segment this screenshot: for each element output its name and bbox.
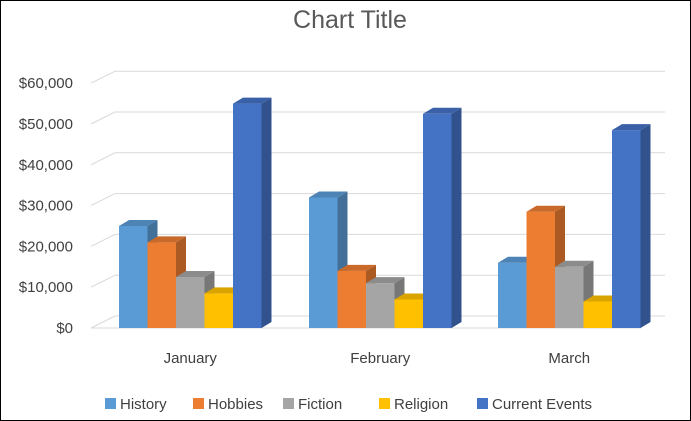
legend-label: Hobbies bbox=[208, 396, 263, 413]
y-tick-label: $20,000 bbox=[19, 238, 73, 255]
bar-front bbox=[555, 266, 584, 328]
y-tick-label: $0 bbox=[56, 320, 73, 337]
bar-front bbox=[498, 262, 527, 328]
y-tick-label: $50,000 bbox=[19, 116, 73, 133]
bar-front bbox=[119, 226, 148, 328]
legend-swatch bbox=[477, 398, 488, 409]
gridline bbox=[90, 233, 665, 247]
bar-top bbox=[423, 107, 462, 114]
bar-top bbox=[147, 236, 186, 243]
bar-front bbox=[309, 197, 338, 328]
gridline bbox=[90, 193, 665, 207]
bar-front bbox=[147, 242, 176, 328]
bar-front bbox=[233, 103, 262, 328]
legend-swatch bbox=[379, 398, 390, 409]
bar-front bbox=[176, 277, 205, 328]
chart-title: Chart Title bbox=[293, 6, 407, 34]
bar-front bbox=[204, 293, 233, 328]
x-category-label: January bbox=[164, 350, 218, 367]
legend-swatch bbox=[105, 398, 116, 409]
legend-label: Current Events bbox=[492, 396, 592, 413]
bar-top bbox=[612, 124, 651, 131]
x-axis-categories: January February March bbox=[164, 350, 591, 367]
bar-front bbox=[583, 301, 612, 328]
bar-top bbox=[337, 264, 376, 271]
bar-top bbox=[309, 191, 348, 198]
y-tick-label: $10,000 bbox=[19, 279, 73, 296]
legend-label: Fiction bbox=[298, 396, 342, 413]
y-tick-label: $30,000 bbox=[19, 198, 73, 215]
legend: History Hobbies Fiction Religion Current Eve… bbox=[105, 396, 592, 413]
x-category-label: March bbox=[548, 350, 590, 367]
legend-item: History bbox=[105, 396, 167, 413]
y-tick-label: $40,000 bbox=[19, 157, 73, 174]
legend-label: Religion bbox=[394, 396, 448, 413]
bar-front bbox=[423, 113, 452, 328]
bar-side bbox=[261, 97, 272, 328]
legend-item: Current Events bbox=[477, 396, 592, 413]
bar-front bbox=[526, 211, 555, 328]
bar-front bbox=[612, 130, 641, 328]
legend-swatch bbox=[193, 398, 204, 409]
bars bbox=[119, 97, 651, 329]
gridline bbox=[90, 274, 665, 288]
legend-item: Religion bbox=[379, 396, 448, 413]
y-axis-ticks: $0 $10,000 $20,000 $30,000 $40,000 $50,000 $60… bbox=[19, 75, 73, 337]
bar-side bbox=[640, 124, 651, 329]
legend-label: History bbox=[120, 396, 167, 413]
gridline bbox=[90, 111, 665, 125]
bar bbox=[612, 124, 651, 329]
gridline bbox=[90, 315, 665, 329]
bar-top bbox=[366, 277, 405, 284]
bar-top bbox=[176, 271, 215, 277]
gridline bbox=[90, 152, 665, 166]
bar bbox=[423, 107, 462, 328]
legend-swatch bbox=[283, 398, 294, 409]
bar-top bbox=[233, 97, 272, 104]
y-tick-label: $60,000 bbox=[19, 75, 73, 92]
bar-front bbox=[394, 299, 423, 328]
bar-top bbox=[555, 260, 594, 267]
legend-item: Fiction bbox=[283, 396, 342, 413]
bar-side bbox=[451, 107, 462, 328]
bar bbox=[233, 97, 272, 328]
bar-top bbox=[119, 220, 158, 226]
x-category-label: February bbox=[350, 350, 411, 367]
bar-top bbox=[526, 205, 565, 212]
bar-front bbox=[366, 283, 395, 328]
bar-front bbox=[337, 270, 366, 328]
gridlines bbox=[90, 70, 665, 329]
gridline bbox=[90, 70, 665, 84]
legend-item: Hobbies bbox=[193, 396, 263, 413]
